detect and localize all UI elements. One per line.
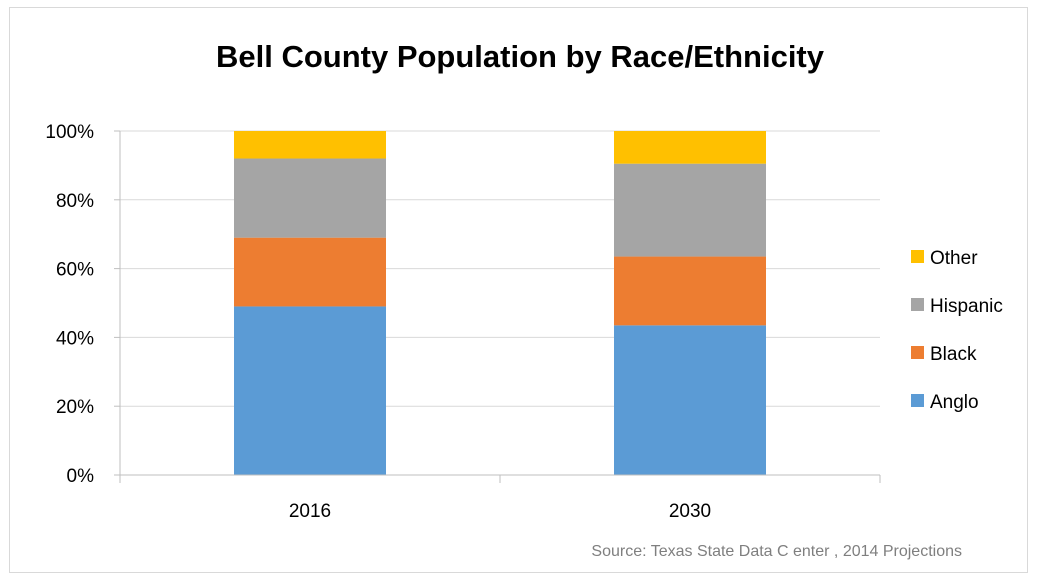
bars: [234, 131, 766, 475]
x-tick-label: 2016: [289, 501, 331, 522]
y-tick-label: 20%: [56, 397, 94, 418]
source-note: Source: Texas State Data C enter , 2014 …: [591, 543, 962, 560]
bar-segment-black-2030: [614, 256, 766, 326]
legend-label-anglo: Anglo: [930, 392, 979, 413]
x-axis-labels: 2016 2030: [289, 501, 711, 522]
chart-frame: [9, 7, 1028, 573]
bar-segment-black-2016: [234, 237, 386, 307]
axes: [119, 131, 881, 483]
legend-swatch-black: [911, 346, 924, 359]
y-tick-label: 100%: [45, 122, 94, 143]
bar-segment-other-2030: [614, 131, 766, 164]
legend-label-black: Black: [930, 344, 977, 365]
bar-segment-hispanic-2030: [614, 163, 766, 257]
y-tick-label: 0%: [67, 466, 95, 487]
legend-swatch-anglo: [911, 394, 924, 407]
legend-swatch-hispanic: [911, 298, 924, 311]
chart-title: Bell County Population by Race/Ethnicity: [216, 39, 825, 74]
bar-segment-anglo-2016: [234, 306, 386, 475]
y-tick-label: 80%: [56, 191, 94, 212]
legend-label-hispanic: Hispanic: [930, 296, 1003, 317]
legend-label-other: Other: [930, 248, 978, 269]
x-tick-label: 2030: [669, 501, 711, 522]
y-tick-label: 60%: [56, 260, 94, 281]
bar-segment-hispanic-2016: [234, 158, 386, 238]
bar-segment-other-2016: [234, 131, 386, 159]
legend: Other Hispanic Black Anglo: [911, 248, 1003, 413]
legend-swatch-other: [911, 250, 924, 263]
bar-segment-anglo-2030: [614, 325, 766, 475]
y-tick-label: 40%: [56, 328, 94, 349]
y-axis-labels: 0% 20% 40% 60% 80% 100%: [45, 122, 94, 487]
